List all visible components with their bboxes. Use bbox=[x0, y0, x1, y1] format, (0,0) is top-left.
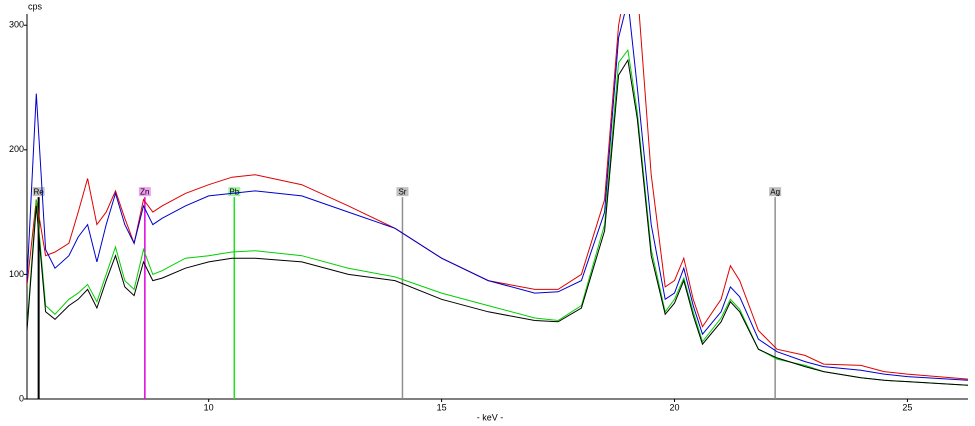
element-tag bbox=[769, 187, 782, 197]
element-label: Sr bbox=[398, 187, 406, 196]
series-line bbox=[27, 58, 968, 386]
element-tag bbox=[228, 187, 241, 197]
y-tick-label: 0 bbox=[19, 393, 24, 403]
x-tick-label: 25 bbox=[902, 402, 912, 412]
x-axis-label: - keV - bbox=[477, 412, 504, 422]
x-tick-label: 20 bbox=[670, 402, 680, 412]
element-label: Ag bbox=[770, 187, 780, 196]
element-tag bbox=[396, 187, 409, 197]
plot-area: Re Zn Pb Sr Ag bbox=[27, 14, 968, 399]
y-tick-label: 100 bbox=[9, 269, 24, 279]
series-line bbox=[27, 48, 968, 386]
x-tick-label: 15 bbox=[437, 402, 447, 412]
y-tick-label: 200 bbox=[9, 144, 24, 154]
element-tag bbox=[32, 187, 45, 197]
series-line bbox=[27, 14, 968, 381]
series-line bbox=[27, 14, 968, 380]
element-tag bbox=[138, 187, 151, 197]
element-label: Pb bbox=[229, 187, 239, 196]
element-label: Zn bbox=[140, 187, 149, 196]
y-axis-label: cps bbox=[28, 1, 43, 11]
element-label: Re bbox=[34, 187, 45, 196]
x-tick-label: 10 bbox=[204, 402, 214, 412]
y-tick-label: 300 bbox=[9, 20, 24, 30]
